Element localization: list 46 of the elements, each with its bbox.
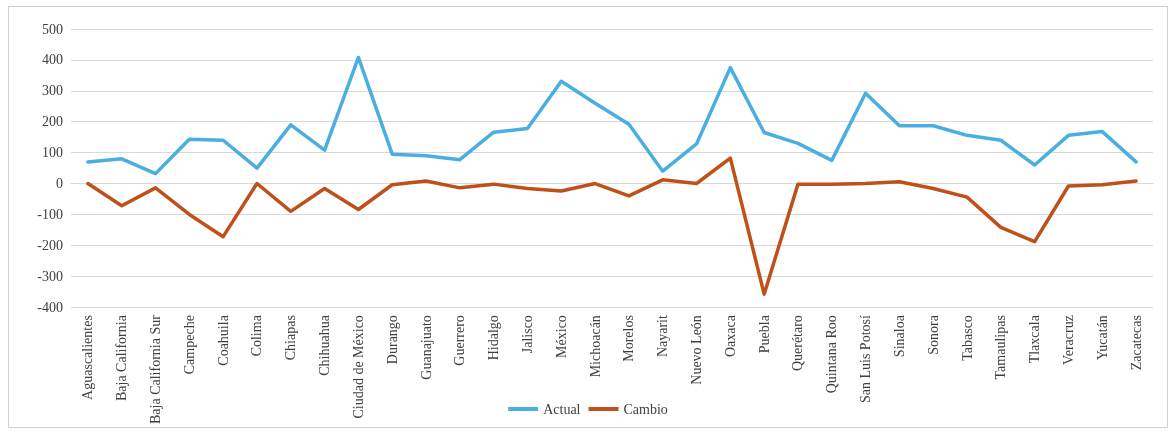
x-tick-label: Sinaloa	[891, 314, 907, 358]
legend-label: Cambio	[623, 401, 668, 417]
y-tick-label: -400	[37, 299, 63, 315]
x-tick-label: Baja California	[114, 314, 130, 402]
x-tick-label: Durango	[384, 315, 400, 365]
x-tick-label: Campeche	[181, 315, 197, 375]
x-tick-label: Nayarit	[655, 315, 671, 358]
x-tick-label: Guanajuato	[418, 315, 434, 380]
x-tick-label: Nuevo León	[689, 315, 705, 385]
x-tick-label: Tabasco	[959, 315, 975, 361]
x-tick-label: Tlaxcala	[1027, 314, 1043, 364]
y-tick-label: -200	[37, 237, 63, 253]
x-tick-label: Tamaulipas	[993, 315, 1009, 380]
x-tick-label: Chiapas	[283, 315, 299, 361]
x-tick-label: Hidalgo	[486, 315, 502, 361]
x-tick-label: San Luis Potosí	[858, 315, 874, 404]
legend-label: Actual	[543, 401, 581, 417]
x-tick-label: Puebla	[756, 314, 772, 354]
y-tick-label: 100	[42, 145, 63, 161]
y-tick-label: 400	[42, 52, 63, 68]
x-tick-label: Querétaro	[790, 315, 806, 372]
x-tick-label: Yucatán	[1094, 315, 1110, 361]
x-tick-label: Coahuila	[215, 314, 231, 366]
y-tick-label: 200	[42, 114, 63, 130]
y-tick-label: 500	[42, 21, 63, 37]
y-tick-label: -100	[37, 206, 63, 222]
x-tick-label: Guerrero	[452, 315, 468, 366]
x-tick-label: Aguascalientes	[80, 315, 96, 400]
x-tick-label: Ciudad de México	[350, 315, 366, 419]
y-tick-label: 300	[42, 83, 63, 99]
x-tick-label: Veracruz	[1060, 315, 1076, 365]
x-tick-label: Baja California Sur	[148, 314, 164, 425]
x-tick-label: Colima	[249, 314, 265, 357]
y-tick-label: 0	[56, 176, 63, 192]
x-tick-label: Jalisco	[519, 315, 535, 354]
x-tick-label: Quintana Roo	[824, 315, 840, 394]
x-tick-label: Morelos	[621, 315, 637, 362]
line-series	[86, 55, 1138, 176]
x-tick-label: Chihuahua	[317, 314, 333, 376]
y-tick-label: -300	[37, 268, 63, 284]
x-tick-label: Oaxaca	[722, 314, 738, 358]
x-tick-label: Michoacán	[587, 315, 603, 378]
line-series	[86, 156, 1138, 296]
x-tick-label: Zacatecas	[1128, 315, 1144, 371]
x-tick-label: Sonora	[925, 314, 941, 355]
x-tick-label: México	[553, 315, 569, 358]
